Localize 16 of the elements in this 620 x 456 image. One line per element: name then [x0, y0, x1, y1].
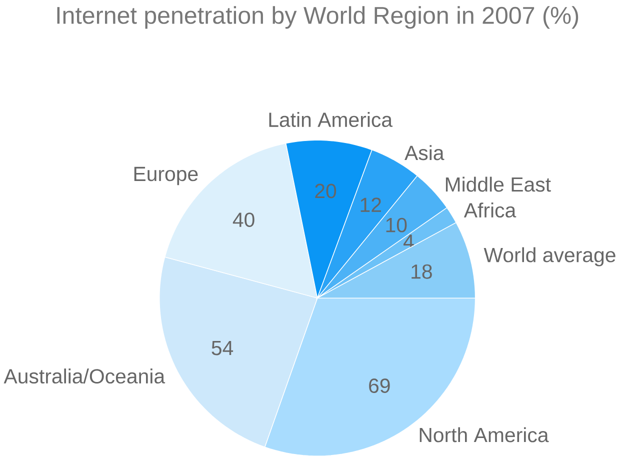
slice-label: Africa	[464, 202, 516, 218]
slice-label: Australia/Oceania	[4, 368, 166, 384]
data-label: 18	[412, 264, 432, 279]
data-label: 69	[369, 378, 390, 393]
slice-label: Europe	[134, 166, 198, 185]
data-label: 54	[212, 340, 234, 356]
slice-label: Middle East	[446, 176, 551, 192]
data-label: 12	[360, 197, 381, 212]
slice-label: Asia	[404, 144, 444, 160]
data-label: 40	[232, 212, 254, 227]
data-label: 10	[386, 218, 407, 232]
slice-label: Latin America	[269, 112, 393, 127]
chart-title: Internet penetration by World Region in 2007 (%)	[57, 6, 578, 29]
data-label: 20	[315, 184, 336, 198]
slice-label: World average	[484, 247, 616, 266]
slice-label: North America	[420, 427, 549, 442]
